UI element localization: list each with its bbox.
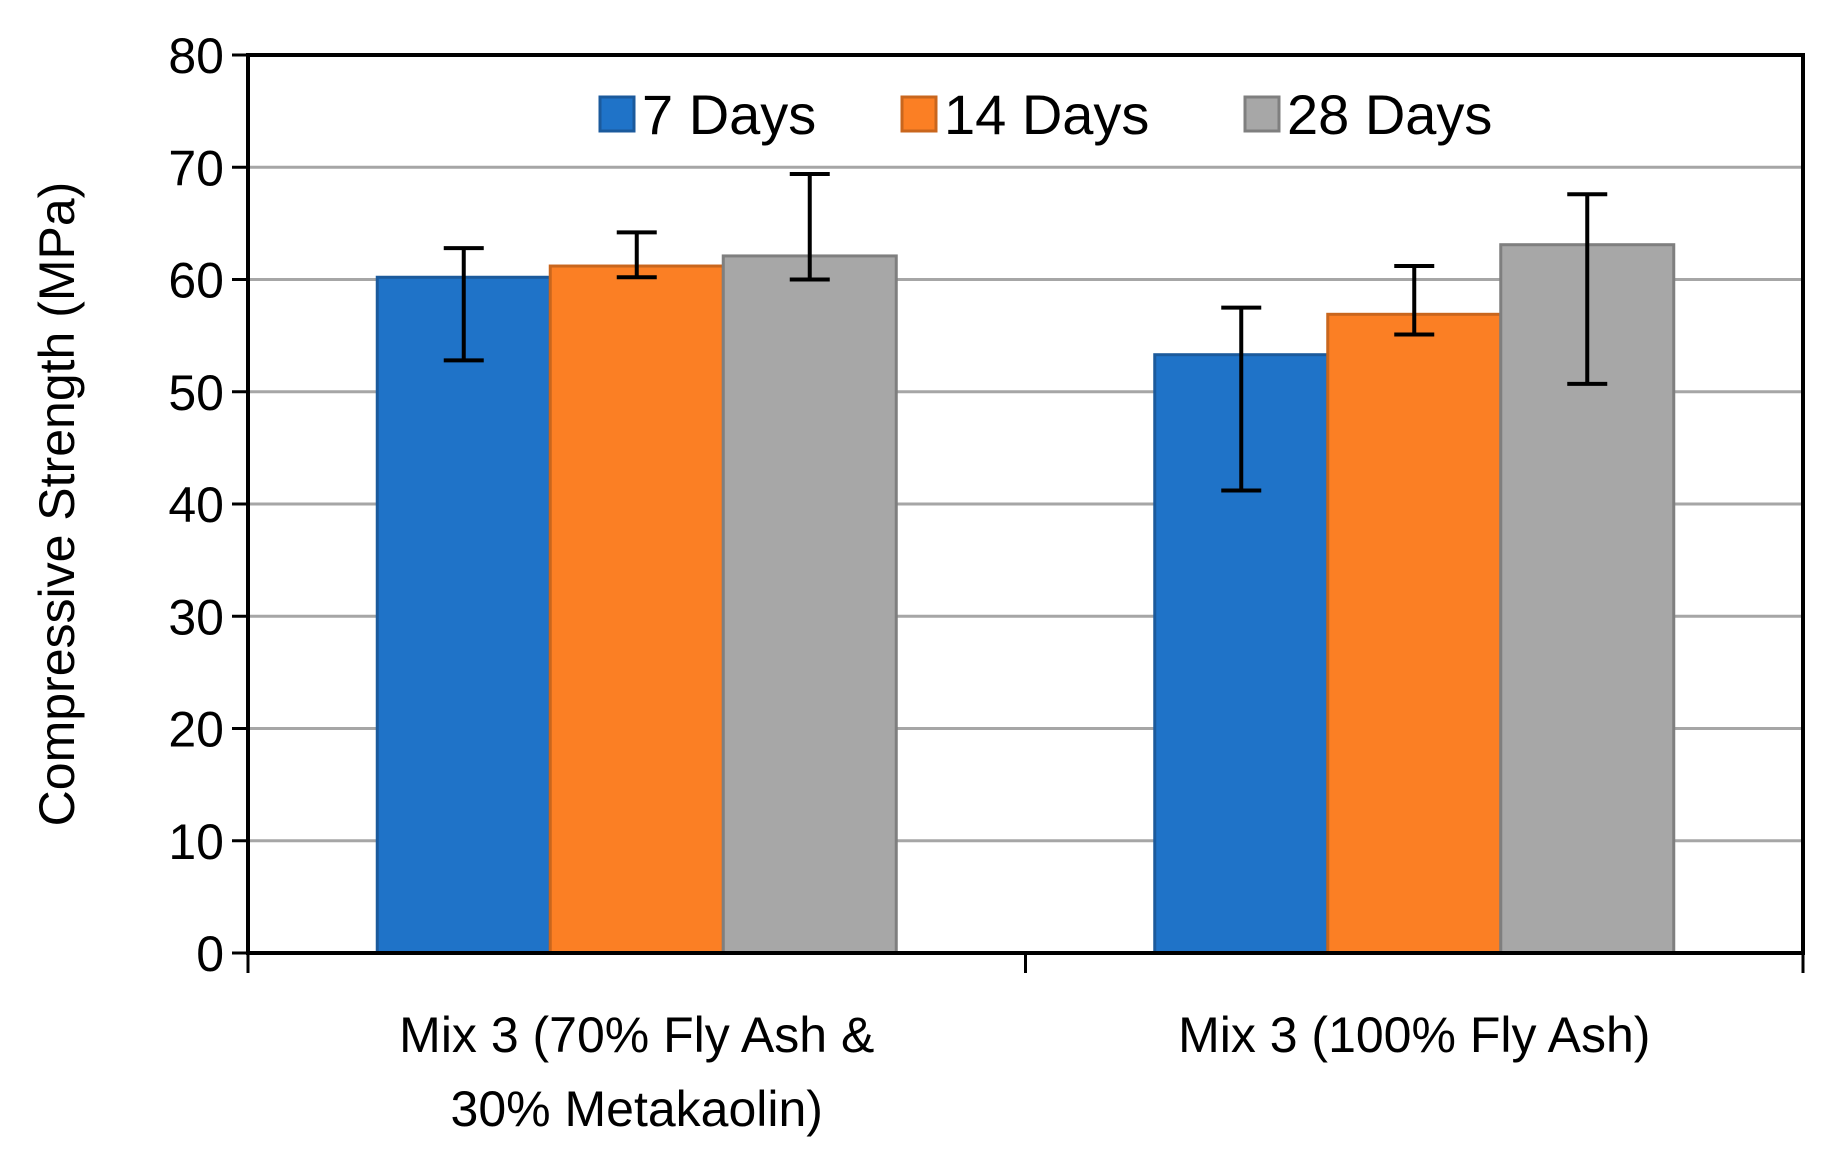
bars [375,243,1676,955]
axes [232,53,1805,973]
legend-label: 14 Days [944,83,1149,146]
legend-label: 7 Days [642,83,816,146]
y-tick-label: 0 [196,926,224,982]
error-bars [443,171,1608,493]
x-category-label-line: Mix 3 (100% Fly Ash) [1178,1007,1650,1063]
legend: 7 Days 14 Days 28 Days [598,83,1492,146]
bar-14-days-1 [548,264,725,955]
y-tick-label: 80 [168,28,224,84]
error-bar [1394,264,1435,337]
y-tick-label: 50 [168,365,224,421]
x-category-labels: Mix 3 (70% Fly Ash & 30% Metakaolin)Mix 3… [399,1007,1650,1137]
y-tick-labels: 0 10 20 30 40 50 60 70 80 [168,28,224,982]
x-category-label: Mix 3 (100% Fly Ash) [1178,1007,1650,1063]
x-category-label-line: Mix 3 (70% Fly Ash & [399,1007,874,1063]
y-tick-label: 60 [168,253,224,309]
bar-28-days-1 [721,254,898,955]
y-tick-label: 10 [168,814,224,870]
bar-14-days-2 [1326,312,1503,955]
x-category-label-line: 30% Metakaolin) [451,1081,823,1137]
legend-item-7-days: 7 Days [598,83,816,146]
x-category-label: Mix 3 (70% Fly Ash & 30% Metakaolin) [399,1007,874,1137]
legend-item-28-days: 28 Days [1243,83,1492,146]
error-bar [1567,192,1608,386]
error-bar [1221,305,1262,493]
legend-swatch [598,95,636,133]
legend-label: 28 Days [1287,83,1492,146]
y-tick-label: 40 [168,477,224,533]
y-axis-title: Compressive Strength (MPa) [29,182,85,827]
bar-7-days-1 [375,275,552,955]
y-tick-label: 30 [168,589,224,645]
legend-swatch [900,95,938,133]
error-bar [789,171,830,282]
legend-swatch [1243,95,1281,133]
y-tick-label: 70 [168,140,224,196]
error-bar [443,246,484,363]
error-bar [616,230,657,280]
y-tick-label: 20 [168,702,224,758]
legend-item-14-days: 14 Days [900,83,1149,146]
